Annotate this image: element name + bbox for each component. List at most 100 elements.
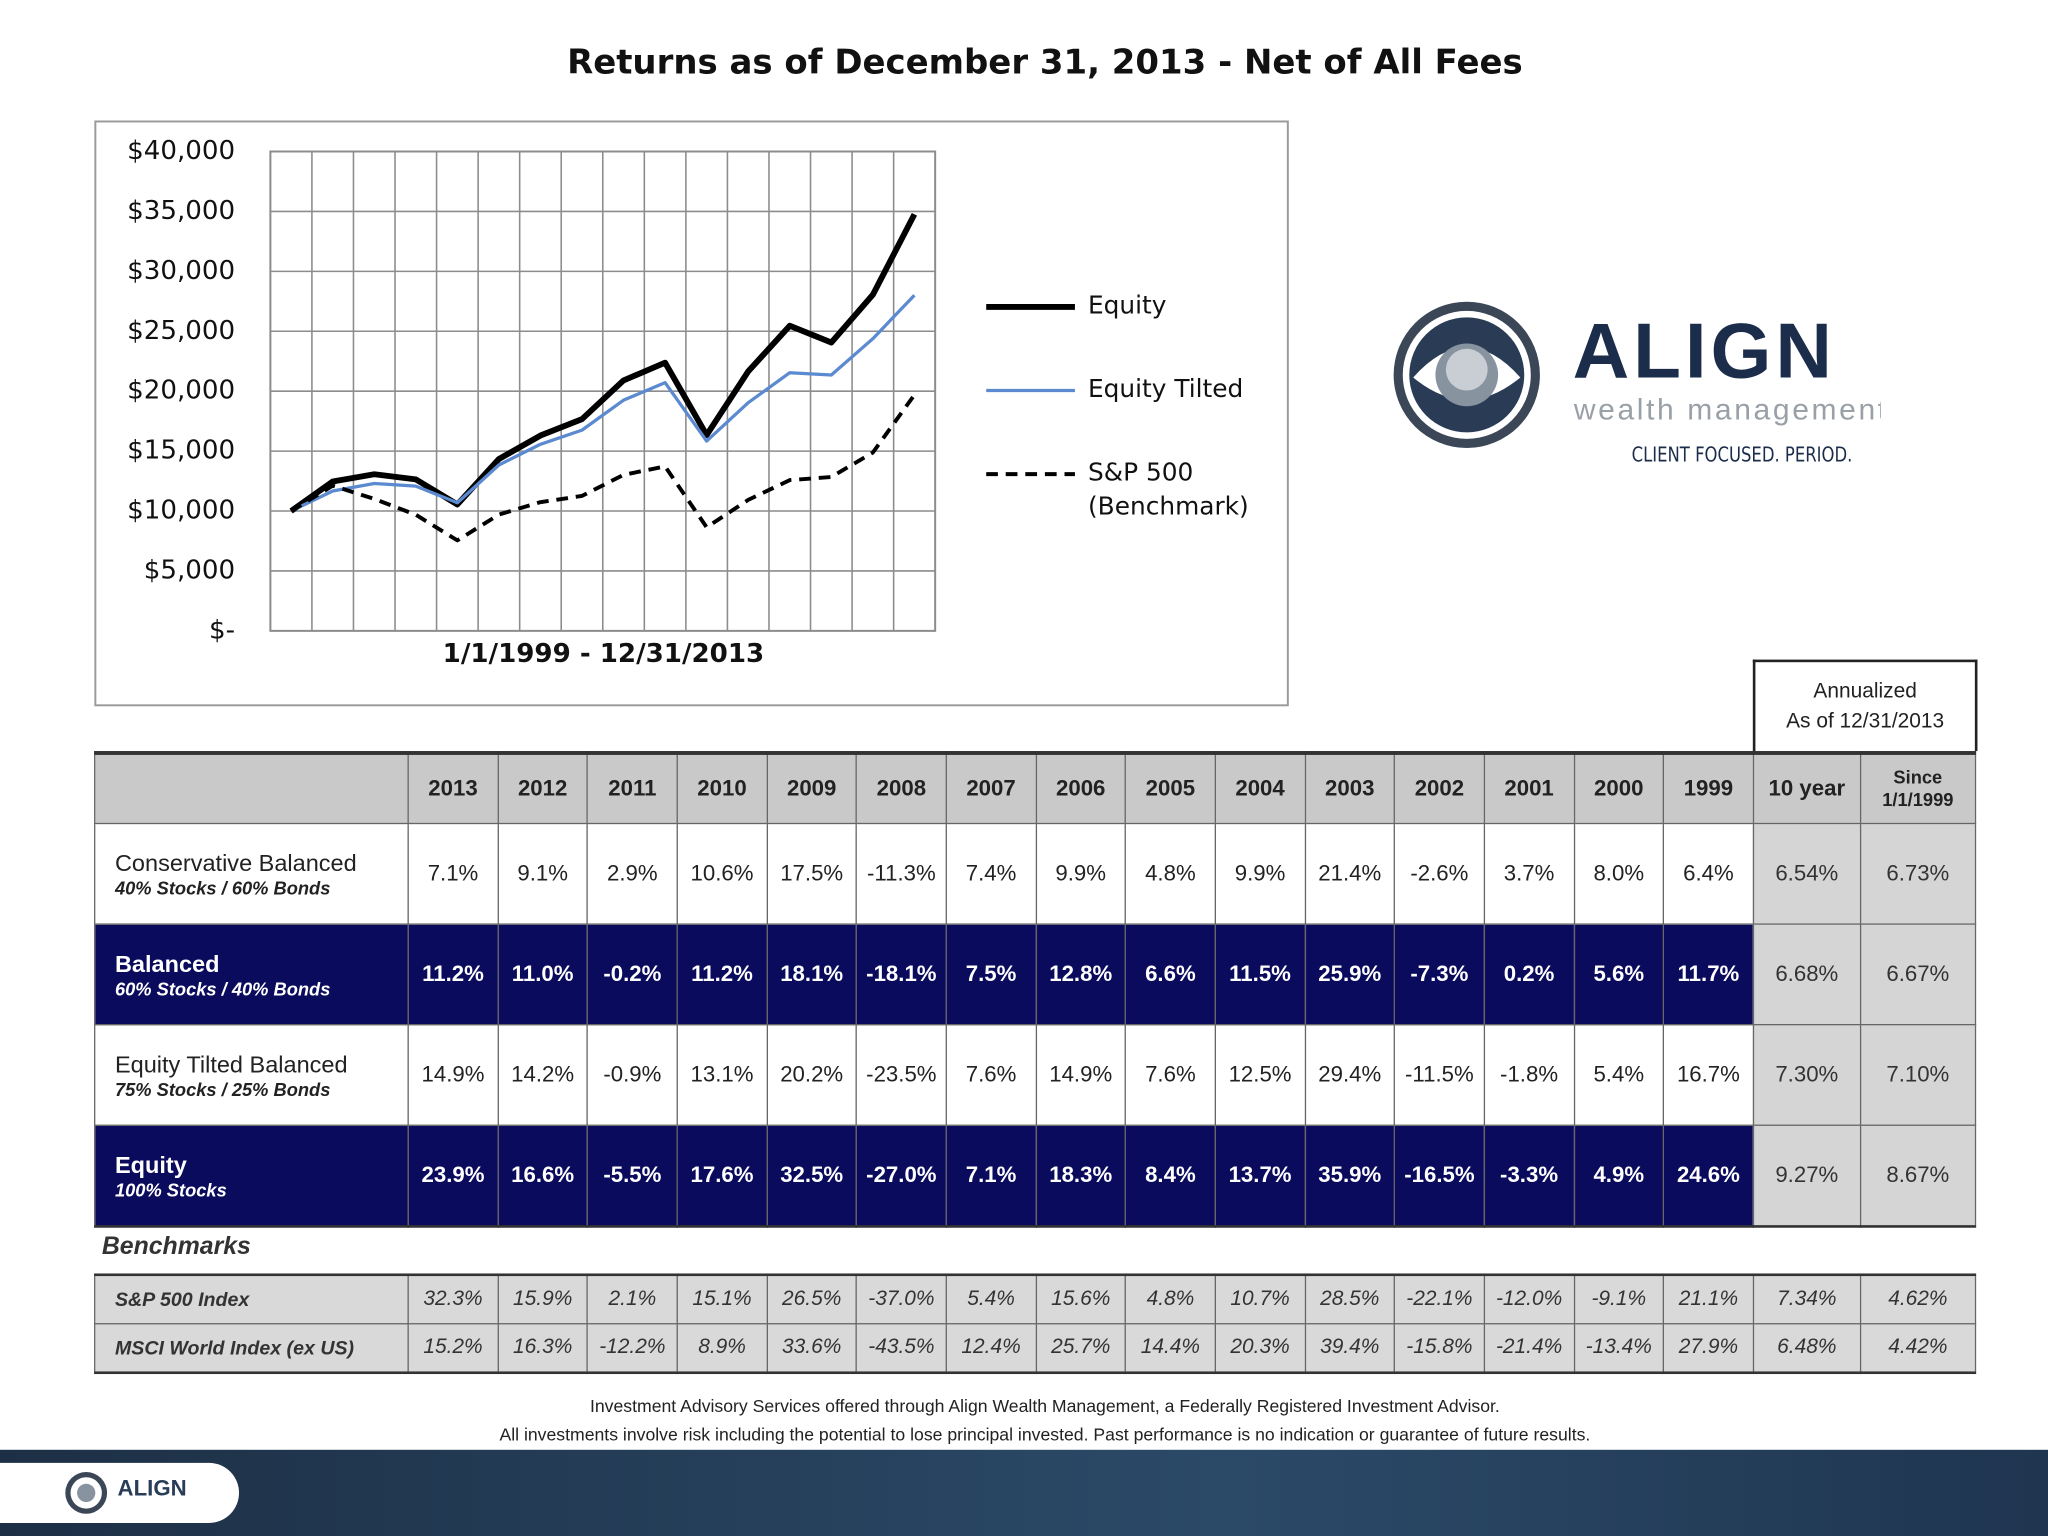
- table-cell: 11.0%: [497, 923, 589, 1026]
- table-cell: 15.9%: [497, 1274, 589, 1325]
- table-cell: 6.73%: [1859, 822, 1976, 925]
- table-cell: 11.5%: [1214, 923, 1306, 1026]
- footer-badge: [0, 1462, 240, 1523]
- footer-bar: [0, 1449, 2048, 1536]
- table-cell: 12.8%: [1035, 923, 1127, 1026]
- column-header: 2008: [855, 752, 947, 825]
- table-cell: 16.6%: [497, 1124, 589, 1228]
- table-cell: -5.5%: [586, 1124, 678, 1228]
- y-tick-label: $20,000: [127, 376, 235, 406]
- table-cell: 16.7%: [1662, 1023, 1754, 1126]
- table-cell: 7.1%: [945, 1124, 1037, 1228]
- disclaimer-line: All investments involve risk including t…: [499, 1424, 1591, 1445]
- table-cell: 20.2%: [766, 1023, 858, 1126]
- table-cell: 7.4%: [945, 822, 1037, 925]
- table-row: Equity Tilted Balanced 75% Stocks / 25% B…: [94, 1023, 1976, 1126]
- table-cell: 10.7%: [1214, 1274, 1306, 1325]
- table-cell: -18.1%: [855, 923, 947, 1026]
- table-cell: -37.0%: [855, 1274, 947, 1325]
- table-row: Conservative Balanced 40% Stocks / 60% Bo…: [94, 822, 1976, 925]
- table-cell: 25.9%: [1304, 923, 1396, 1026]
- annualized-title: Annualized: [1813, 680, 1917, 703]
- row-header: Conservative Balanced 40% Stocks / 60% Bo…: [94, 822, 409, 925]
- table-cell: -21.4%: [1483, 1323, 1575, 1374]
- column-header: 2004: [1214, 752, 1306, 825]
- legend-swatch: [986, 472, 1075, 477]
- table-cell: -1.8%: [1483, 1023, 1575, 1126]
- table-cell: 7.10%: [1859, 1023, 1976, 1126]
- table-cell: -23.5%: [855, 1023, 947, 1126]
- table-cell: 9.9%: [1035, 822, 1127, 925]
- row-header: Equity 100% Stocks: [94, 1124, 409, 1228]
- column-header: Since 1/1/1999: [1859, 752, 1976, 825]
- table-cell: 4.42%: [1859, 1323, 1976, 1374]
- table-cell: 9.9%: [1214, 822, 1306, 925]
- table-cell: 15.1%: [676, 1274, 768, 1325]
- table-cell: 17.6%: [676, 1124, 768, 1228]
- table-cell: 8.0%: [1573, 822, 1665, 925]
- chart: Returns as of December 31, 2013 - Net of…: [94, 42, 1523, 707]
- table-cell: 14.9%: [1035, 1023, 1127, 1126]
- table-cell: -27.0%: [855, 1124, 947, 1228]
- column-header: 2000: [1573, 752, 1665, 825]
- annualized-date: As of 12/31/2013: [1786, 710, 1945, 733]
- table-cell: 16.3%: [497, 1323, 589, 1374]
- benchmark-row: MSCI World Index (ex US) 15.2% 16.3% -12.2%…: [94, 1323, 1976, 1374]
- chart-title: Returns as of December 31, 2013 - Net of…: [567, 42, 1523, 82]
- column-header: 2001: [1483, 752, 1575, 825]
- corner-cell: [94, 752, 409, 825]
- table-cell: 13.7%: [1214, 1124, 1306, 1228]
- row-name: MSCI World Index (ex US): [94, 1323, 409, 1374]
- column-header: 1999: [1662, 752, 1754, 825]
- column-header: 2005: [1124, 752, 1216, 825]
- table-cell: 6.6%: [1124, 923, 1216, 1026]
- footer-brand: ALIGN: [117, 1475, 187, 1501]
- table-cell: 17.5%: [766, 822, 858, 925]
- plot-border: [269, 150, 937, 632]
- table-cell: 7.34%: [1752, 1274, 1862, 1325]
- table-cell: 0.2%: [1483, 923, 1575, 1026]
- table-cell: 7.6%: [945, 1023, 1037, 1126]
- row-subtitle: 60% Stocks / 40% Bonds: [114, 977, 331, 999]
- y-tick-label: $30,000: [127, 256, 235, 286]
- table-cell: 18.1%: [766, 923, 858, 1026]
- legend-label: S&P 500 (Benchmark): [1087, 458, 1249, 522]
- table-cell: 4.8%: [1124, 822, 1216, 925]
- y-tick-label: $-: [209, 615, 235, 645]
- table-cell: 14.2%: [497, 1023, 589, 1126]
- table-cell: 5.4%: [1573, 1023, 1665, 1126]
- x-axis-label: 1/1/1999 - 12/31/2013: [443, 639, 764, 669]
- column-header: 2003: [1304, 752, 1396, 825]
- y-tick-label: $40,000: [127, 136, 235, 166]
- legend-swatch: [986, 303, 1075, 310]
- table-cell: 12.4%: [945, 1323, 1037, 1374]
- table-cell: 33.6%: [766, 1323, 858, 1374]
- table-cell: 2.1%: [586, 1274, 678, 1325]
- table-cell: 25.7%: [1035, 1323, 1127, 1374]
- table-cell: 32.5%: [766, 1124, 858, 1228]
- y-tick-label: $5,000: [144, 555, 235, 585]
- table-cell: -2.6%: [1393, 822, 1485, 925]
- table-cell: 6.4%: [1662, 822, 1754, 925]
- table-cell: 7.6%: [1124, 1023, 1216, 1126]
- row-subtitle: 75% Stocks / 25% Bonds: [114, 1078, 331, 1100]
- table-cell: 9.1%: [497, 822, 589, 925]
- table-cell: 6.54%: [1752, 822, 1862, 925]
- logo-tagline: CLIENT FOCUSED. PERIOD.: [1632, 444, 1853, 467]
- row-name: S&P 500 Index: [94, 1274, 409, 1325]
- table-cell: 11.7%: [1662, 923, 1754, 1026]
- table-cell: -12.0%: [1483, 1274, 1575, 1325]
- y-tick-label: $15,000: [127, 436, 235, 466]
- table-cell: 4.9%: [1573, 1124, 1665, 1228]
- row-subtitle: 40% Stocks / 60% Bonds: [114, 877, 331, 898]
- table-cell: 9.27%: [1752, 1124, 1862, 1228]
- legend-label: Equity: [1087, 291, 1167, 320]
- legend-swatch: [986, 388, 1075, 393]
- row-name: Conservative Balanced: [114, 849, 357, 876]
- table-cell: 35.9%: [1304, 1124, 1396, 1228]
- table-cell: 32.3%: [407, 1274, 499, 1325]
- table-cell: 28.5%: [1304, 1274, 1396, 1325]
- table-cell: 18.3%: [1035, 1124, 1127, 1228]
- table-cell: 20.3%: [1214, 1323, 1306, 1374]
